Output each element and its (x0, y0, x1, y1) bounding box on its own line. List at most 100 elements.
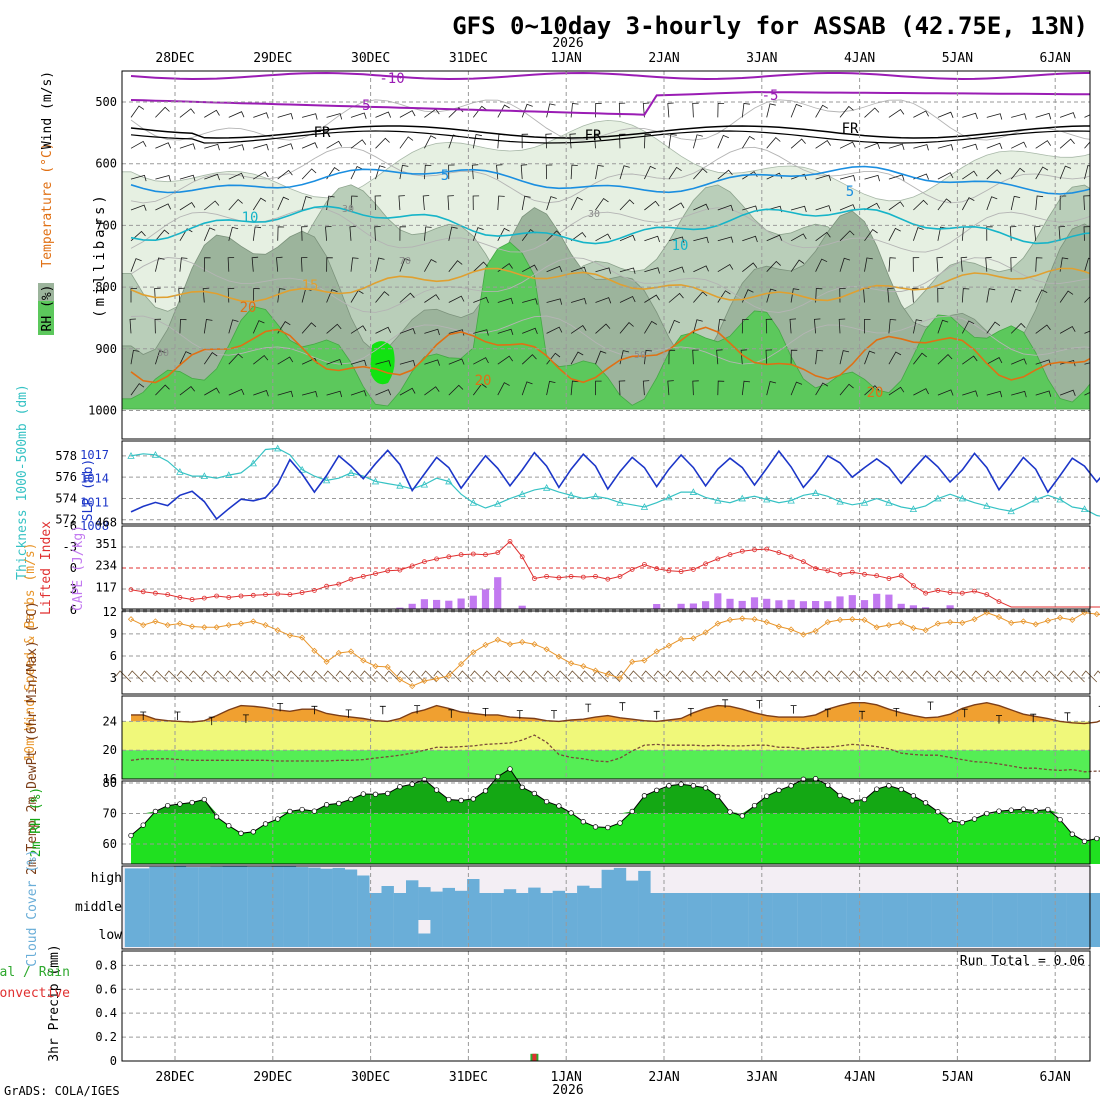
temp-max-marker (927, 701, 934, 710)
surface-wind-barb (824, 670, 841, 683)
cloud-bar-low (1078, 920, 1091, 947)
tick-label: 0.4 (95, 1006, 117, 1020)
rh-legend-swatch-2 (38, 283, 54, 301)
temp-max-marker (961, 708, 968, 718)
upper-wind-barb (595, 323, 611, 334)
upper-wind-barb (790, 381, 803, 396)
cloud-bar-middle (919, 893, 932, 920)
upper-wind-barb (399, 327, 416, 335)
thickness-marker (689, 488, 698, 495)
upper-wind-barb (693, 291, 708, 303)
upper-wind-barb (668, 133, 677, 149)
cape-bar (469, 595, 477, 609)
wind-speed-marker (299, 634, 306, 641)
upper-wind-barb (522, 327, 538, 335)
thickness-marker (885, 498, 893, 506)
cloud-bar-low (760, 920, 773, 947)
wind-speed-marker (775, 623, 782, 630)
wind-speed-marker (800, 631, 807, 638)
surface-wind-barb (311, 670, 327, 683)
surface-wind-barb (629, 670, 645, 683)
cloud-bar-low (846, 920, 859, 947)
upper-wind-barb (913, 199, 928, 211)
temp-max-marker (653, 710, 660, 720)
upper-wind-barb (961, 320, 975, 334)
upper-wind-barb (1059, 195, 1067, 211)
surface-wind-barb (580, 670, 596, 683)
upper-wind-barb (813, 318, 821, 334)
upper-wind-barb (839, 175, 856, 182)
cloud-bar-high (222, 866, 235, 893)
lifted-index-marker (996, 599, 1002, 604)
upper-wind-barb (815, 104, 828, 118)
upper-wind-barb (888, 351, 902, 365)
upper-wind-barb (644, 267, 660, 274)
cloud-level-label: low (99, 928, 123, 943)
cloud-bar-low (797, 920, 810, 947)
cloud-bar-middle (882, 893, 896, 920)
upper-wind-barb (742, 262, 758, 273)
wind-speed-marker (531, 641, 538, 648)
surface-wind-barb (800, 670, 816, 683)
top-day-label: 5JAN (942, 51, 973, 66)
upper-wind-barb (424, 359, 440, 366)
cape-bar (885, 594, 893, 609)
cape-bar (946, 605, 954, 609)
upper-wind-barb (350, 139, 367, 149)
cloud-bar-high (210, 866, 223, 893)
upper-wind-barb (693, 319, 703, 334)
upper-wind-barb (570, 351, 584, 365)
upper-wind-barb (422, 195, 430, 211)
lifted-index-marker (287, 592, 293, 597)
cloud-bar-low (662, 920, 676, 947)
rh2m-marker (702, 785, 709, 791)
tick-label: 24 (103, 714, 117, 728)
upper-wind-barb (766, 234, 783, 242)
contour-label: 20 (240, 300, 257, 316)
thickness-ticks: 578 576 574 572 (55, 449, 77, 527)
lifted-index-marker (642, 562, 647, 567)
upper-wind-barb (888, 386, 905, 396)
cloud-bar-low (613, 920, 627, 947)
isotherm-15 (130, 267, 1090, 303)
precip-ticks: 0.8 0.6 0.4 0.2 0 (95, 958, 117, 1068)
upper-wind-barb (961, 197, 975, 211)
chart-title: GFS 0~10day 3-hourly for ASSAB (42.75E, … (452, 12, 1088, 40)
upper-wind-barb (668, 292, 684, 303)
upper-wind-barb (448, 226, 458, 241)
upper-wind-barb (301, 113, 318, 120)
upper-wind-barb (668, 266, 685, 273)
bottom-day-label: 4JAN (844, 1070, 875, 1085)
thickness-marker (1007, 507, 1015, 515)
upper-wind-barb (424, 226, 432, 241)
top-day-label: 28DEC (155, 51, 194, 66)
tick-label: 3 (70, 582, 77, 596)
upper-wind-barb (301, 226, 308, 241)
upper-wind-barb (154, 318, 162, 334)
wind-speed-marker (555, 653, 562, 660)
upper-wind-barb (546, 298, 563, 305)
cloud-bar-middle (760, 893, 773, 920)
upper-wind-barb (618, 102, 626, 118)
upper-wind-barb (497, 104, 510, 118)
upper-wind-barb (326, 195, 335, 211)
cape-bar (763, 598, 771, 609)
cloud-bar-middle (357, 893, 370, 920)
rh2m-marker (837, 792, 843, 799)
rh2m-marker (262, 821, 269, 827)
cloud-cover-panel: high middle low Cloud Cover (%) (25, 849, 1100, 967)
thickness-marker (1080, 505, 1089, 513)
upper-wind-barb (472, 195, 480, 211)
upper-wind-barb (1084, 392, 1090, 396)
precip-panel: 0.8 0.6 0.4 0.2 0 Run Total = 0.06 3hr Preci… (0, 944, 1091, 1068)
upper-wind-barb (986, 169, 1002, 180)
cloud-bar-high (467, 879, 480, 893)
cloud-bar-middle (943, 893, 957, 920)
wind-speed-marker (947, 619, 954, 626)
wind-speed-marker (836, 616, 844, 623)
upper-wind-barb (740, 349, 748, 365)
cloud-bar-low (503, 920, 517, 947)
surface-wind-barb (543, 670, 560, 683)
upper-wind-barb (985, 256, 992, 272)
contour-label: FR (314, 125, 331, 141)
